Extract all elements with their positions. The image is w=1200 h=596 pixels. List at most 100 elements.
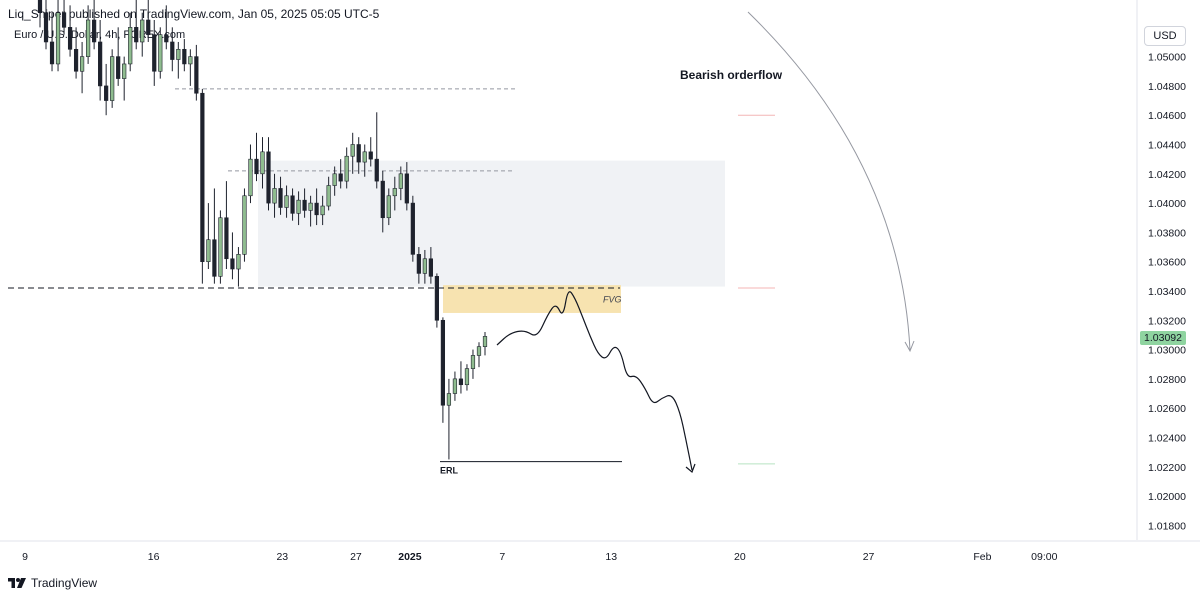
candle-31	[224, 181, 229, 270]
candle-29	[212, 188, 217, 284]
candle-54	[362, 144, 367, 177]
candle-5	[67, 5, 73, 57]
currency-button[interactable]: USD	[1144, 26, 1186, 46]
candle-37	[260, 137, 265, 189]
candle-body	[392, 188, 397, 197]
price-tick-14: 1.02200	[1148, 462, 1186, 474]
bearish-orderflow-label: Bearish orderflow	[680, 68, 783, 82]
candle-46	[314, 188, 319, 226]
candle-body	[242, 195, 247, 255]
candle-body	[344, 155, 349, 182]
candle-body	[410, 202, 415, 255]
candle-33	[236, 247, 241, 287]
candle-62	[410, 195, 415, 262]
price-tick-6: 1.03800	[1148, 227, 1186, 239]
candle-body	[272, 188, 277, 204]
candle-body	[476, 346, 482, 356]
candle-body	[92, 19, 97, 43]
candle-body	[49, 41, 55, 65]
price-tick-13: 1.02400	[1148, 432, 1186, 444]
candle-body	[176, 48, 181, 60]
candle-body	[422, 258, 427, 274]
candle-body	[122, 63, 127, 79]
candle-body	[362, 151, 367, 163]
candle-body	[218, 217, 223, 277]
candle-body	[308, 202, 313, 211]
candle-36	[254, 132, 259, 182]
candle-body	[290, 195, 295, 214]
fvg-zone	[443, 285, 621, 313]
last-price-badge: 1.03092	[1140, 331, 1186, 345]
candle-body	[266, 151, 271, 204]
candle-body	[128, 27, 133, 65]
price-tick-11: 1.02800	[1148, 374, 1186, 386]
candle-body	[212, 239, 217, 277]
time-tick-6: 13	[605, 551, 617, 563]
candle-32	[230, 232, 235, 280]
candle-9	[92, 0, 97, 50]
candle-12	[110, 49, 115, 108]
price-tick-4: 1.04200	[1148, 169, 1186, 181]
candle-13	[116, 27, 121, 86]
candle-48	[326, 176, 331, 211]
publisher-header: Liq_Sniper published on TradingView.com,…	[8, 7, 380, 21]
candle-41	[284, 185, 289, 218]
candle-38	[266, 137, 271, 211]
candle-72	[470, 349, 476, 379]
time-tick-1: 16	[148, 551, 160, 563]
candle-8	[86, 5, 91, 64]
footer-brand[interactable]: TradingView	[8, 576, 97, 590]
price-tick-5: 1.04000	[1148, 198, 1186, 210]
candle-body	[284, 195, 289, 208]
candle-42	[290, 188, 295, 221]
candle-body	[452, 378, 458, 394]
candle-66	[434, 273, 439, 328]
projection-layer	[496, 11, 915, 474]
candle-65	[428, 247, 433, 284]
candle-39	[272, 173, 277, 218]
candle-body	[386, 195, 391, 219]
candle-19	[152, 20, 157, 86]
candle-7	[79, 41, 85, 94]
candle-10	[98, 20, 103, 101]
projection-arrowhead	[685, 463, 696, 474]
candle-16	[134, 0, 139, 50]
candle-body	[110, 56, 115, 101]
candle-body	[404, 173, 409, 204]
time-tick-10: 09:00	[1031, 551, 1057, 563]
candle-body	[248, 158, 253, 197]
candle-body	[182, 48, 187, 65]
candle-55	[368, 137, 373, 167]
candle-body	[464, 368, 470, 386]
candle-47	[320, 195, 325, 226]
zones-layer	[258, 160, 725, 313]
candle-18	[146, 0, 151, 42]
candle-body	[296, 199, 301, 214]
candle-52	[350, 132, 355, 174]
candle-74	[482, 332, 488, 356]
time-tick-7: 20	[734, 551, 746, 563]
candle-body	[152, 34, 157, 72]
candle-body	[158, 34, 163, 72]
candle-body	[200, 92, 205, 262]
candle-body	[320, 205, 325, 216]
candle-body	[278, 188, 283, 208]
candle-14	[122, 56, 127, 101]
candle-body	[98, 41, 103, 87]
candle-67	[440, 317, 446, 423]
candle-body	[416, 254, 421, 274]
tradingview-logo-icon	[8, 578, 26, 588]
candle-body	[230, 258, 235, 270]
candle-64	[422, 249, 427, 284]
price-tick-16: 1.01800	[1148, 520, 1186, 532]
candle-body	[428, 258, 433, 277]
annotations-layer: Bearish orderflow FVG ERL	[440, 68, 783, 476]
time-tick-5: 7	[499, 551, 505, 563]
candle-49	[332, 166, 337, 196]
candle-body	[398, 173, 403, 189]
candle-30	[218, 210, 223, 284]
candle-53	[356, 137, 361, 174]
candle-27	[200, 88, 205, 284]
candle-body	[188, 56, 193, 65]
